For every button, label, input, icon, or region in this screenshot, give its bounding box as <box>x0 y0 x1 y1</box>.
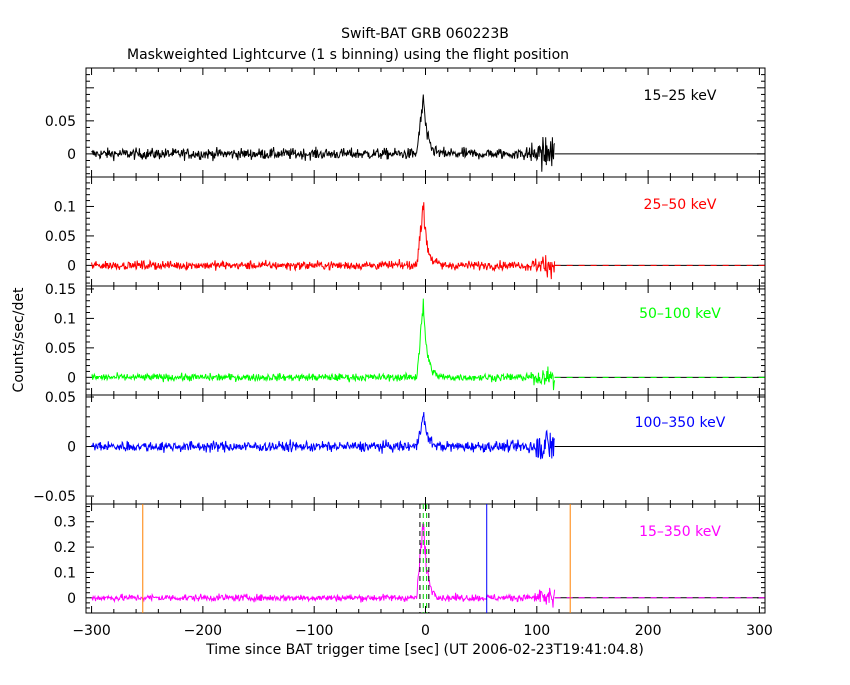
y-tick-label: 0.05 <box>45 390 76 406</box>
y-axis-label: Counts/sec/det <box>11 287 27 392</box>
panel-4: −0.05 0 0.05 100–350 keV <box>33 390 766 505</box>
lightcurve-3 <box>91 298 556 391</box>
x-tick-label: −100 <box>295 623 333 639</box>
y-tick-label: 0.05 <box>45 341 76 357</box>
panel-2: 0 0.05 0.1 25–50 keV <box>45 176 766 287</box>
y-tick-label: 0.15 <box>45 282 76 298</box>
y-tick-label: 0.1 <box>54 199 76 215</box>
band-label: 100–350 keV <box>635 415 726 431</box>
lightcurve-4 <box>91 411 556 460</box>
lightcurve-5 <box>91 523 556 608</box>
chart-subtitle: Maskweighted Lightcurve (1 s binning) us… <box>127 47 569 63</box>
panel-3: 0 0.05 0.1 0.15 50–100 keV <box>45 282 766 396</box>
y-tick-label: 0 <box>67 370 76 386</box>
x-tick-label: 300 <box>746 623 773 639</box>
x-tick-label: 200 <box>635 623 662 639</box>
y-tick-label: 0.05 <box>45 229 76 245</box>
x-tick-label: −200 <box>184 623 222 639</box>
y-tick-label: 0 <box>67 147 76 163</box>
y-tick-label: −0.05 <box>33 489 76 505</box>
y-tick-label: 0.1 <box>54 565 76 581</box>
x-axis-label: Time since BAT trigger time [sec] (UT 20… <box>205 642 644 658</box>
panel-5: 0 0.1 0.2 0.3 15–350 keV <box>54 503 766 614</box>
y-tick-label: 0.1 <box>54 311 76 327</box>
y-tick-label: 0.05 <box>45 114 76 130</box>
x-tick-label: 100 <box>523 623 550 639</box>
panel-1: 0 0.05 15–25 keV <box>45 67 766 178</box>
chart-title: Swift-BAT GRB 060223B <box>341 26 509 42</box>
band-label: 50–100 keV <box>639 306 721 322</box>
y-tick-label: 0.2 <box>54 540 76 556</box>
lightcurve-2 <box>91 202 556 280</box>
band-label: 15–350 keV <box>639 524 721 540</box>
lightcurve-1 <box>91 94 556 172</box>
band-label: 25–50 keV <box>644 197 717 213</box>
x-tick-label: −300 <box>72 623 110 639</box>
x-tick-label: 0 <box>421 623 430 639</box>
band-label: 15–25 keV <box>644 88 717 104</box>
y-tick-label: 0.3 <box>54 515 76 531</box>
y-tick-label: 0 <box>67 591 76 607</box>
y-tick-label: 0 <box>67 440 76 456</box>
y-tick-label: 0 <box>67 258 76 274</box>
